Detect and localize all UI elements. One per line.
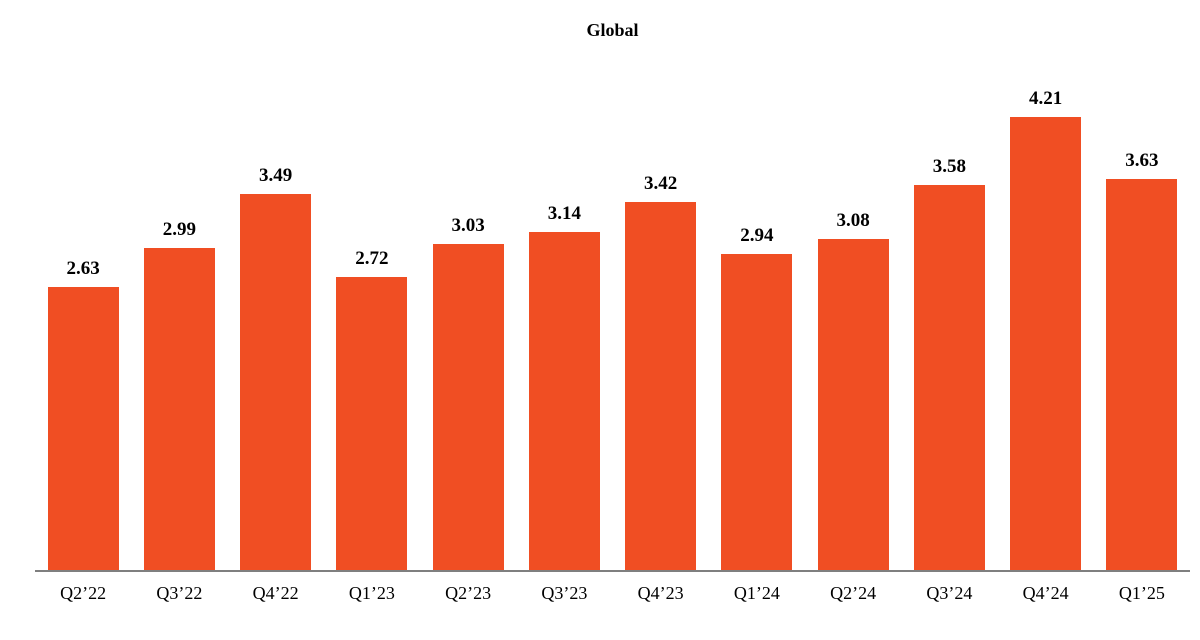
bar-value-label: 4.21	[1029, 88, 1063, 109]
x-axis-label: Q1’24	[733, 583, 780, 603]
plot-area: 2.63 2.99 3.49 2.72 3.03 3.14 3.42 2.94 3.08 3.58…	[35, 60, 1190, 570]
bar-column: 3.58	[901, 60, 997, 570]
bar-value-label: 3.08	[836, 210, 870, 231]
x-axis-label: Q4’22	[252, 583, 299, 603]
bar-column: 3.14	[516, 60, 612, 570]
bar	[1106, 179, 1178, 570]
bar-column: 3.63	[1094, 60, 1190, 570]
bar-value-label: 3.49	[259, 165, 293, 186]
bar-value-label: 2.72	[355, 248, 389, 269]
x-axis-label: Q1’25	[1118, 583, 1165, 603]
bar	[913, 185, 985, 570]
bar	[721, 254, 793, 570]
bar-value-label: 3.03	[451, 215, 485, 236]
x-axis-label: Q3’23	[541, 583, 588, 603]
bar	[432, 244, 504, 570]
x-axis-label: Q1’23	[348, 583, 395, 603]
bar-value-label: 3.42	[644, 173, 678, 194]
bar-value-label: 2.63	[66, 258, 100, 279]
x-axis-label: Q3’24	[926, 583, 973, 603]
bar-value-label: 2.94	[740, 225, 774, 246]
bar	[143, 248, 215, 570]
bar-column: 3.03	[420, 60, 516, 570]
bar-value-label: 3.58	[932, 156, 966, 177]
bar-value-label: 2.99	[162, 219, 196, 240]
bar	[528, 232, 600, 570]
x-axis-label: Q2’23	[445, 583, 492, 603]
x-axis-label: Q2’24	[830, 583, 877, 603]
bar-column: 2.94	[709, 60, 805, 570]
bar	[47, 287, 119, 570]
x-axis-label: Q4’24	[1022, 583, 1069, 603]
bar-value-label: 3.14	[547, 203, 581, 224]
x-axis-label: Q4’23	[637, 583, 684, 603]
bar	[625, 202, 697, 570]
bar-column: 2.63	[35, 60, 131, 570]
x-axis-label: Q2’22	[60, 583, 107, 603]
bar	[1010, 117, 1082, 570]
bar	[240, 194, 312, 570]
bar	[817, 239, 889, 570]
bar-value-label: 3.63	[1125, 150, 1159, 171]
bar	[336, 277, 408, 570]
bar-column: 3.08	[805, 60, 901, 570]
x-axis-line	[35, 570, 1190, 572]
bar-column: 4.21	[998, 60, 1094, 570]
bar-column: 2.99	[131, 60, 227, 570]
bar-column: 3.42	[613, 60, 709, 570]
bar-column: 3.49	[228, 60, 324, 570]
bar-column: 2.72	[324, 60, 420, 570]
chart-title: Global	[586, 20, 639, 40]
x-axis-labels: Q2’22 Q3’22 Q4’22 Q1’23 Q2’23 Q3’23 Q4’23 Q1’24…	[35, 583, 1190, 605]
x-axis-label: Q3’22	[156, 583, 203, 603]
